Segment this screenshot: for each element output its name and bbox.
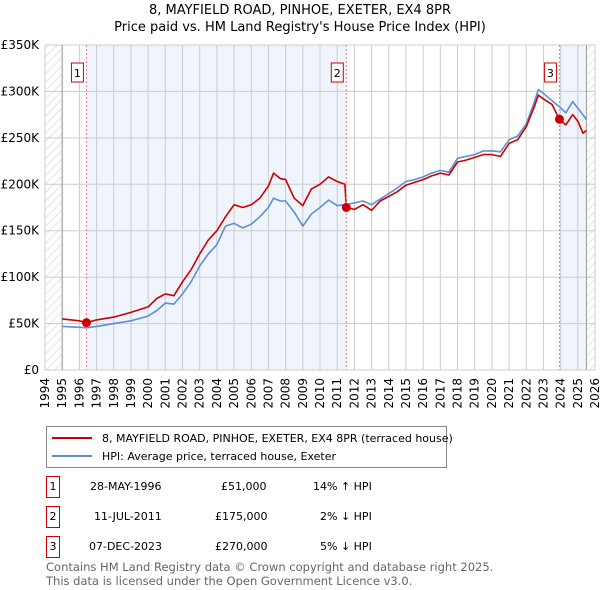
x-tick-label: 2020 <box>485 378 499 409</box>
x-tick-label: 2015 <box>399 378 413 409</box>
x-tick-label: 2001 <box>158 378 172 409</box>
sale-label: 2 <box>334 67 341 80</box>
hatch-after-data <box>586 45 595 370</box>
x-tick-label: 2019 <box>468 378 482 409</box>
y-tick-label: £50K <box>8 317 40 331</box>
sale-row: 3 07-DEC-2023 £270,000 5% ↓ HPI <box>46 536 466 558</box>
hatch-before-data <box>45 45 63 370</box>
y-tick-label: £250K <box>1 131 41 145</box>
footer-licence: This data is licensed under the Open Gov… <box>46 574 413 588</box>
sale-date: 28-MAY-1996 <box>90 480 162 493</box>
x-tick-label: 2007 <box>261 378 275 409</box>
x-tick-label: 1997 <box>90 378 104 409</box>
sale-label: 1 <box>74 67 81 80</box>
red-line-swatch <box>52 437 92 439</box>
chart-title: 8, MAYFIELD ROAD, PINHOE, EXETER, EX4 8P… <box>148 3 452 18</box>
x-tick-label: 2013 <box>365 378 379 409</box>
x-tick-label: 2011 <box>330 378 344 409</box>
x-tick-label: 1995 <box>55 378 69 409</box>
footer-copyright: Contains HM Land Registry data © Crown c… <box>46 560 494 574</box>
x-tick-label: 2018 <box>451 378 465 409</box>
y-tick-label: £350K <box>1 38 41 52</box>
chart-subtitle: Price paid vs. HM Land Registry's House … <box>114 20 486 35</box>
x-tick-label: 1998 <box>107 378 121 409</box>
shaded-period <box>559 45 587 370</box>
sale-date: 11-JUL-2011 <box>94 510 162 523</box>
x-tick-label: 2000 <box>141 378 155 409</box>
legend-item-property: 8, MAYFIELD ROAD, PINHOE, EXETER, EX4 8P… <box>52 430 453 446</box>
sale-hpi-diff: 14% ↑ HPI <box>313 480 372 493</box>
x-tick-label: 2004 <box>210 378 224 409</box>
x-tick-label: 2012 <box>347 378 361 409</box>
x-tick-label: 2016 <box>416 378 430 409</box>
x-tick-label: 2003 <box>193 378 207 409</box>
legend: 8, MAYFIELD ROAD, PINHOE, EXETER, EX4 8P… <box>46 426 453 468</box>
x-tick-label: 2025 <box>571 378 585 409</box>
sale-price: £175,000 <box>215 510 268 523</box>
legend-item-hpi: HPI: Average price, terraced house, Exet… <box>52 448 336 464</box>
sale-row: 2 11-JUL-2011 £175,000 2% ↓ HPI <box>46 506 466 528</box>
y-tick-label: £150K <box>1 224 41 238</box>
x-tick-label: 2023 <box>536 378 550 409</box>
sale-marker-label: 3 <box>46 536 60 558</box>
sale-marker-label: 2 <box>46 506 60 528</box>
sale-price: £51,000 <box>221 480 267 493</box>
sale-point <box>81 318 91 328</box>
sale-hpi-diff: 5% ↓ HPI <box>320 540 372 553</box>
x-tick-label: 1994 <box>38 378 52 409</box>
x-tick-label: 2024 <box>554 378 568 409</box>
y-tick-label: £200K <box>1 177 41 191</box>
x-tick-label: 2009 <box>296 378 310 409</box>
x-tick-label: 1999 <box>124 378 138 409</box>
x-tick-label: 2026 <box>588 378 600 409</box>
x-tick-label: 2021 <box>502 378 516 409</box>
x-tick-label: 2008 <box>279 378 293 409</box>
sale-point <box>554 114 564 124</box>
y-tick-label: £0 <box>24 363 39 377</box>
sale-date: 07-DEC-2023 <box>89 540 163 553</box>
sale-hpi-diff: 2% ↓ HPI <box>320 510 372 523</box>
sale-label-box <box>330 62 344 83</box>
x-tick-label: 2022 <box>519 378 533 409</box>
sale-price: £270,000 <box>215 540 268 553</box>
x-tick-label: 2014 <box>382 378 396 409</box>
price-chart: 1 2 3 £0 £50K £100K £150K £200K £250K £300K £350K 1… <box>1 38 600 409</box>
sale-point <box>341 203 351 212</box>
sale-label-box <box>543 62 557 83</box>
blue-line-swatch <box>52 455 92 457</box>
legend-label: HPI: Average price, terraced house, Exet… <box>102 449 337 463</box>
x-tick-label: 2010 <box>313 378 327 409</box>
y-tick-label: £300K <box>1 84 41 98</box>
x-tick-label: 1996 <box>72 378 86 409</box>
x-tick-label: 2005 <box>227 378 241 409</box>
sale-marker-label: 1 <box>46 476 60 498</box>
x-tick-label: 2017 <box>433 378 447 409</box>
x-tick-label: 2006 <box>244 378 258 409</box>
y-tick-label: £100K <box>1 270 41 284</box>
sale-row: 1 28-MAY-1996 £51,000 14% ↑ HPI <box>46 476 466 498</box>
sale-label-box <box>70 62 84 83</box>
legend-label: 8, MAYFIELD ROAD, PINHOE, EXETER, EX4 8P… <box>102 431 453 445</box>
sale-label: 3 <box>547 67 554 80</box>
x-tick-label: 2002 <box>176 378 190 409</box>
